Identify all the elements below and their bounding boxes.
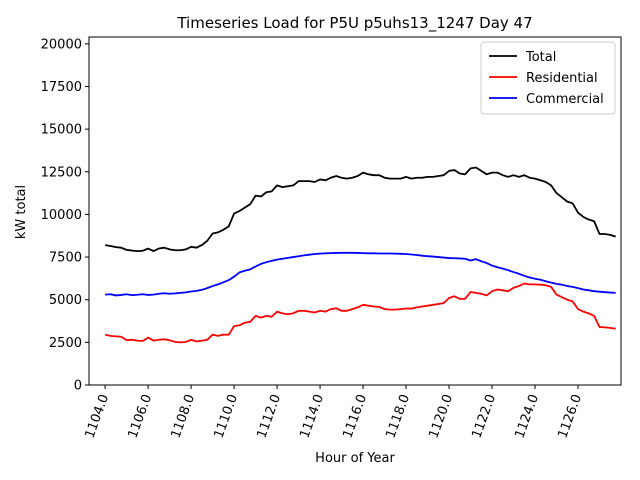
legend-box [480,41,616,115]
x-tick-label: 1124.0 [512,392,542,440]
x-tick-label: 1122.0 [469,392,499,440]
y-axis: 0 2500 5000 7500 10000 12500 15000 17500 20000 [41,37,89,394]
x-axis-label: Hour of Year [315,451,395,466]
y-tick-label: 15000 [41,123,82,138]
y-tick-label: 10000 [41,208,82,223]
series-line-residential [104,282,616,344]
x-tick-label: 1110.0 [211,392,241,440]
x-tick-label: 1104.0 [83,392,113,440]
plot-area [88,36,622,386]
y-tick-label: 0 [74,379,82,394]
plot-frame [88,36,622,386]
legend-label-commercial: Commercial [526,92,604,107]
y-tick-label: 20000 [41,37,82,52]
x-tick-label: 1126.0 [555,392,585,440]
series-line-commercial [105,251,616,297]
legend-label-residential: Residential [526,71,598,86]
y-tick-label: 7500 [49,251,82,266]
chart-title: Timeseries Load for P5U p5uhs13_1247 Day… [176,14,532,33]
y-tick-label: 5000 [49,293,82,308]
x-tick-label: 1106.0 [126,392,156,440]
y-axis-label: kW total [14,185,29,239]
y-tick-label: 17500 [41,80,82,95]
x-tick-label: 1116.0 [340,392,370,440]
x-tick-label: 1112.0 [254,392,284,440]
x-tick-label: 1120.0 [426,392,456,440]
y-tick-label: 12500 [41,165,82,180]
legend-label-total: Total [525,50,556,65]
series-line-total [104,166,616,252]
y-tick-label: 2500 [49,336,82,351]
x-tick-label: 1114.0 [297,392,327,440]
x-axis: 1104.0 1106.0 1108.0 1110.0 1112.0 1114.0 1116… [83,385,585,440]
x-tick-label: 1118.0 [383,392,413,440]
legend: Total Residential Commercial [480,41,616,115]
x-tick-label: 1108.0 [168,392,198,440]
